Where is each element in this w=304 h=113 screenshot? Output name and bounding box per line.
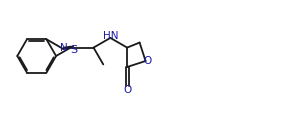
Text: S: S: [70, 45, 77, 54]
Text: HN: HN: [102, 31, 118, 41]
Text: O: O: [123, 84, 131, 94]
Text: O: O: [144, 56, 152, 66]
Text: N: N: [60, 42, 67, 52]
